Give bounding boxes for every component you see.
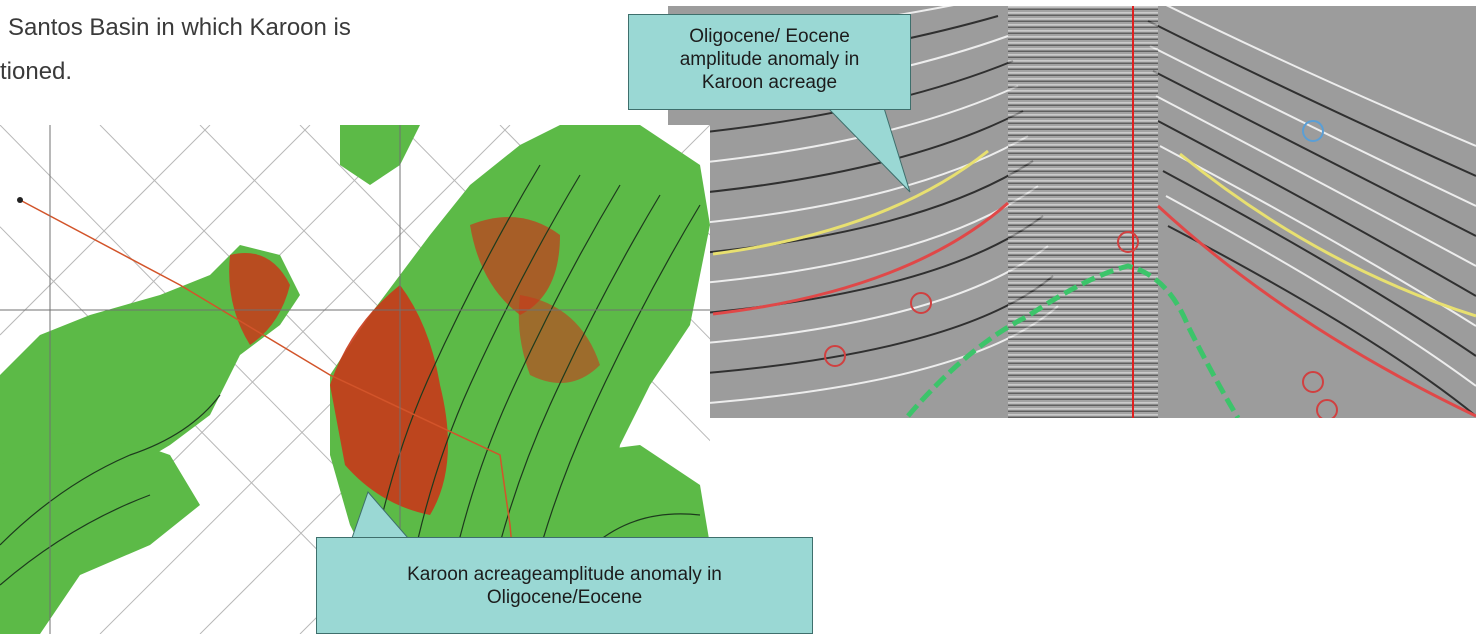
intro-line-2: tioned. <box>0 58 73 85</box>
horizon-red-left <box>712 201 1009 316</box>
callout-line: amplitude anomaly in <box>679 49 860 70</box>
intro-line-1: Santos Basin in which Karoon is <box>8 14 351 41</box>
callout-line: Karoon acreageamplitude anomaly in <box>407 564 722 585</box>
marker-circle <box>824 345 846 367</box>
intro-text: Santos Basin in which Karoon is tioned. <box>0 6 640 94</box>
marker-circle <box>1302 371 1324 393</box>
map-anomaly-callout: Karoon acreageamplitude anomaly in Oligo… <box>316 537 813 634</box>
horizon-red-right <box>1156 204 1476 418</box>
marker-circle <box>910 292 932 314</box>
callout-line: Karoon acreage <box>701 72 838 93</box>
marker-circle <box>1117 231 1139 253</box>
seismic-section-image <box>668 6 1476 418</box>
marker-circle-blue <box>1302 120 1324 142</box>
callout-line: Oligocene/ Eocene <box>689 26 850 47</box>
horizon-yellow-left <box>712 149 989 256</box>
horizon-yellow-right <box>1179 152 1476 318</box>
seismic-anomaly-callout: Oligocene/ Eocene amplitude anomaly in K… <box>628 14 911 110</box>
green-horizon-marker <box>906 263 1241 418</box>
marker-circle <box>1316 399 1338 418</box>
callout-line: Oligocene/Eocene <box>486 587 643 608</box>
